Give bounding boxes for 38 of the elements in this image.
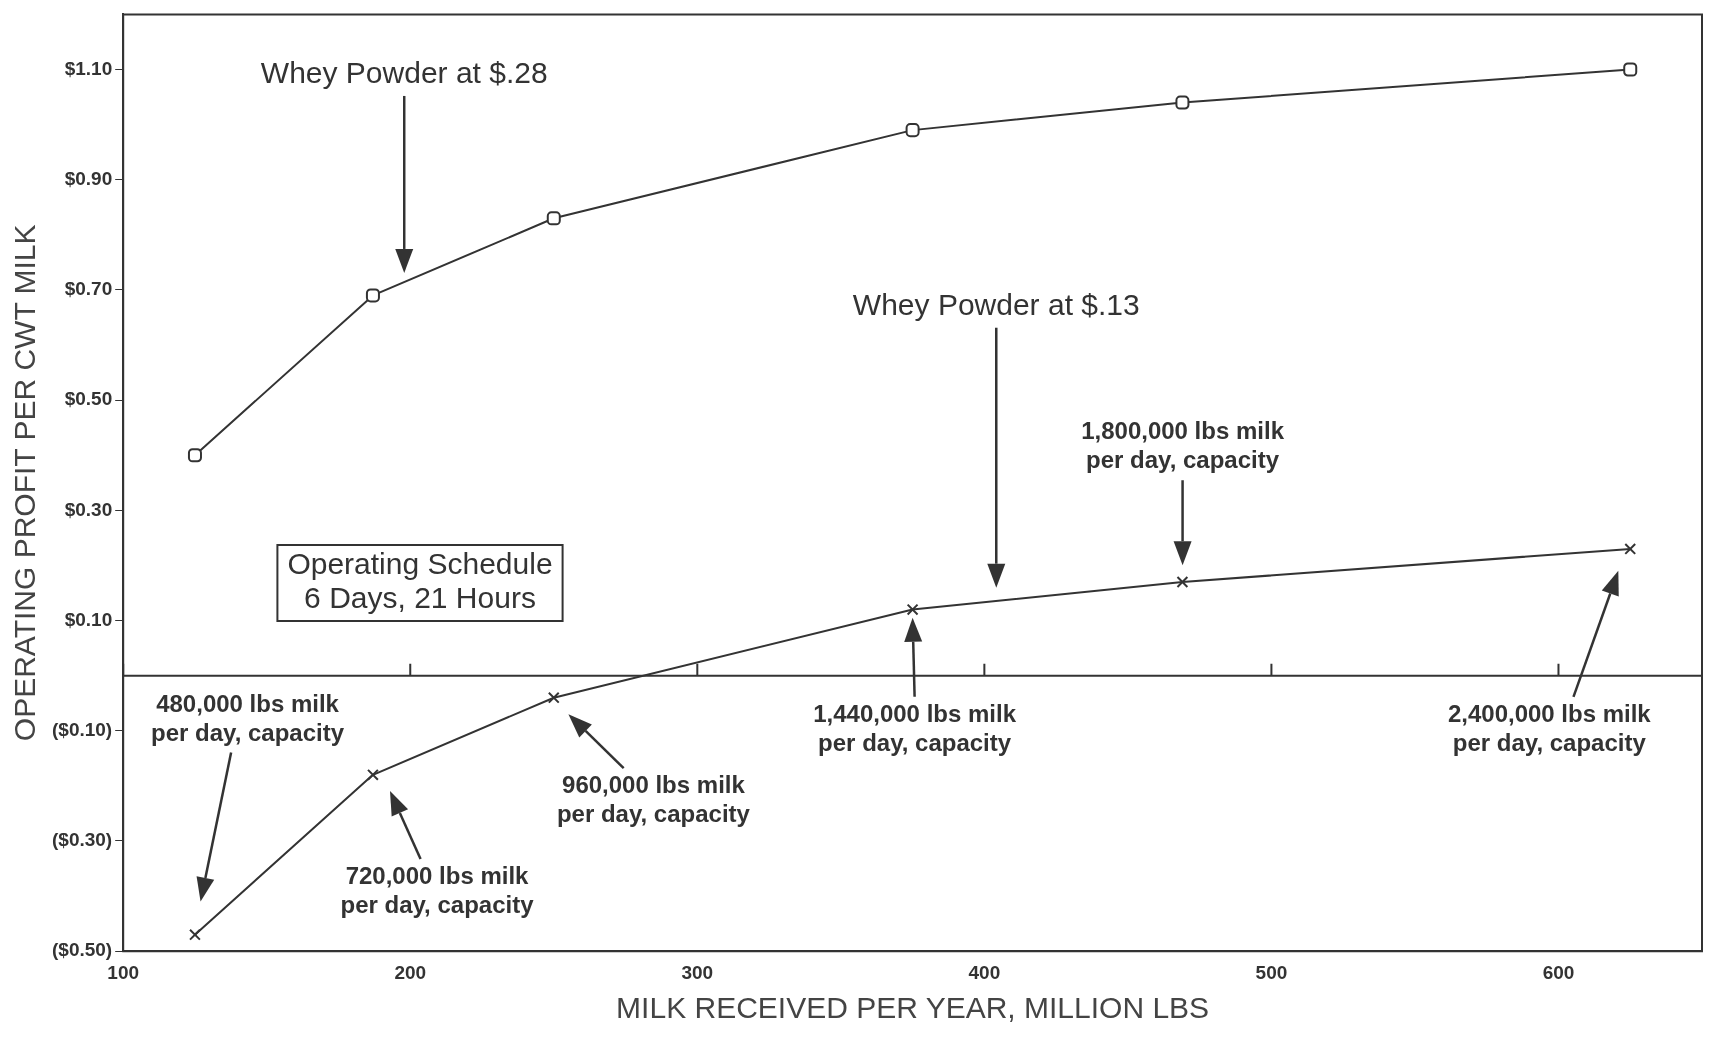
x-tick-label: 300 [681,961,714,983]
annotation: 720,000 lbs milk per day, capacity [340,862,535,919]
point [547,691,560,704]
y-axis-title: OPERATING PROFIT PER CWT MILK [8,224,42,742]
point [1175,95,1190,110]
annotation: 2,400,000 lbs milk per day, capacity [1447,699,1652,756]
x-tick-label: 600 [1542,961,1575,983]
y-tick-label: $0.30 [64,498,113,520]
y-tick-label: $0.70 [64,278,113,300]
y-tick-label: ($0.50) [52,939,113,961]
y-tick-label: $0.90 [64,167,113,189]
point [906,603,919,616]
y-tick-label: ($0.10) [52,719,113,741]
annotation: 1,440,000 lbs milk per day, capacity [813,699,1017,756]
y-tick-label: $0.10 [64,608,113,630]
point [189,928,201,941]
x-axis-title: MILK RECEIVED PER YEAR, MILLION LBS [616,991,1210,1025]
point [187,448,202,463]
point [365,288,380,303]
y-tick-label: $0.50 [64,388,113,410]
annotation: Operating Schedule 6 Days, 21 Hours [287,547,553,615]
x-tick-label: 100 [107,961,140,983]
point [1623,62,1638,77]
annotation: Whey Powder at $.28 [260,56,548,90]
annotation: 1,800,000 lbs milk per day, capacity [1081,417,1285,474]
point [1176,576,1189,588]
point [1624,542,1637,555]
annotation: 480,000 lbs milk per day, capacity [151,689,345,746]
x-tick-label: 200 [394,961,427,983]
point [366,768,379,781]
annotation: 960,000 lbs milk per day, capacity [556,771,751,828]
y-tick-label: ($0.30) [52,829,113,851]
point [546,211,561,226]
annotation: Whey Powder at $.13 [852,287,1140,321]
point [905,123,920,138]
x-tick-label: 500 [1255,961,1288,983]
x-tick-label: 400 [968,961,1001,983]
y-tick-label: $1.10 [64,57,113,79]
